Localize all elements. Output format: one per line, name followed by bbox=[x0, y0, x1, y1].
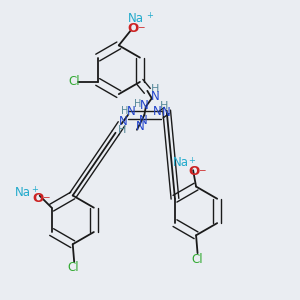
Text: N: N bbox=[153, 105, 161, 118]
Text: Na: Na bbox=[15, 186, 31, 199]
Text: Na: Na bbox=[172, 156, 189, 169]
Text: Cl: Cl bbox=[68, 262, 80, 275]
Text: H: H bbox=[118, 125, 126, 135]
Text: N: N bbox=[140, 99, 149, 112]
Text: O: O bbox=[32, 192, 43, 205]
Text: H: H bbox=[134, 99, 141, 109]
Text: N: N bbox=[151, 90, 160, 103]
Text: N: N bbox=[127, 105, 136, 118]
Text: H: H bbox=[160, 101, 168, 111]
Text: N: N bbox=[118, 115, 127, 128]
Text: N: N bbox=[139, 114, 147, 128]
Text: +: + bbox=[188, 156, 195, 165]
Text: Cl: Cl bbox=[69, 75, 80, 88]
Text: N: N bbox=[136, 120, 144, 133]
Text: Na: Na bbox=[128, 12, 144, 25]
Text: O: O bbox=[188, 165, 200, 178]
Text: −: − bbox=[42, 193, 50, 202]
Text: −: − bbox=[137, 22, 145, 31]
Text: −: − bbox=[198, 165, 206, 174]
Text: +: + bbox=[31, 185, 38, 194]
Text: Cl: Cl bbox=[191, 253, 203, 266]
Text: N: N bbox=[162, 106, 171, 119]
Text: +: + bbox=[146, 11, 152, 20]
Text: O: O bbox=[127, 22, 138, 35]
Text: H: H bbox=[122, 106, 129, 116]
Text: H: H bbox=[151, 84, 159, 94]
